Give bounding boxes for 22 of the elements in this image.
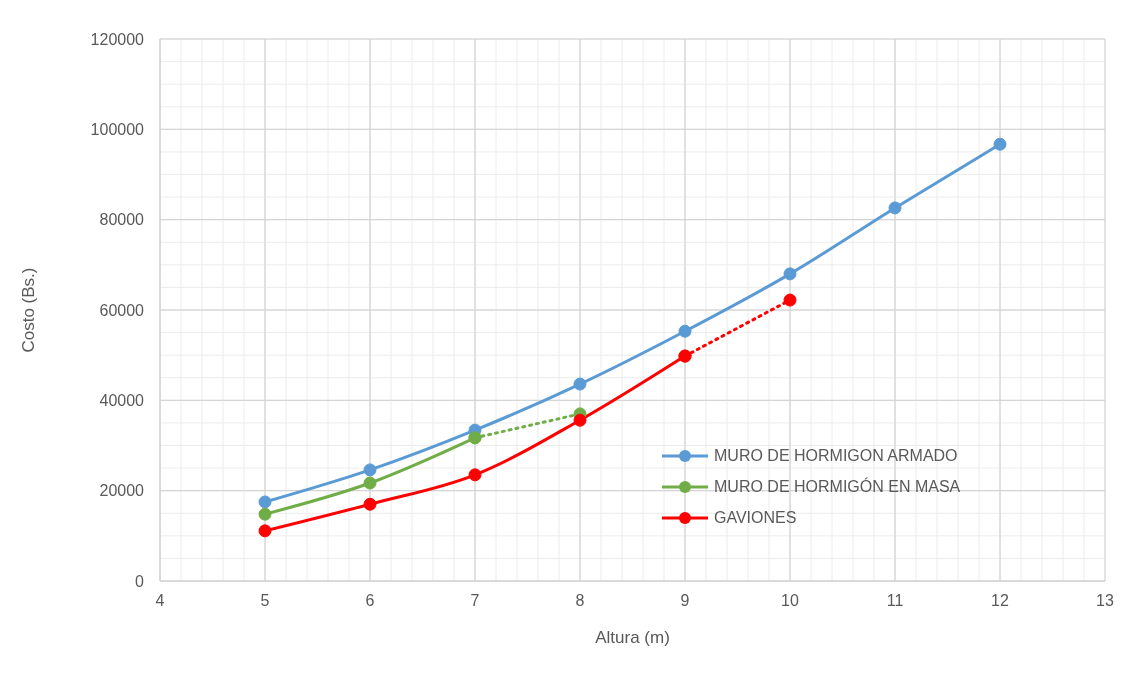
y-tick-label: 100000: [90, 121, 145, 139]
legend-label: MURO DE HORMIGÓN EN MASA: [714, 477, 961, 496]
y-tick-label: 60000: [99, 301, 145, 319]
legend-label: GAVIONES: [714, 508, 797, 527]
x-tick-label: 12: [991, 592, 1009, 610]
x-tick-label: 8: [575, 592, 585, 610]
y-tick-label: 120000: [90, 30, 145, 48]
x-tick-label: 6: [365, 592, 375, 610]
legend-label: MURO DE HORMIGON ARMADO: [714, 446, 958, 465]
x-tick-label: 13: [1096, 592, 1114, 610]
x-tick-label: 9: [680, 592, 690, 610]
x-tick-label: 5: [260, 592, 270, 610]
y-tick-label: 80000: [99, 211, 145, 229]
y-tick-label: 0: [135, 572, 145, 590]
y-tick-label: 40000: [99, 392, 145, 410]
y-axis-title: Costo (Bs.): [19, 267, 39, 353]
x-tick-label: 4: [155, 592, 165, 610]
x-tick-label: 10: [781, 592, 799, 610]
x-axis-title: Altura (m): [595, 628, 670, 648]
x-tick-label: 7: [470, 592, 480, 610]
x-tick-label: 11: [886, 592, 904, 610]
y-tick-label: 20000: [99, 482, 145, 500]
